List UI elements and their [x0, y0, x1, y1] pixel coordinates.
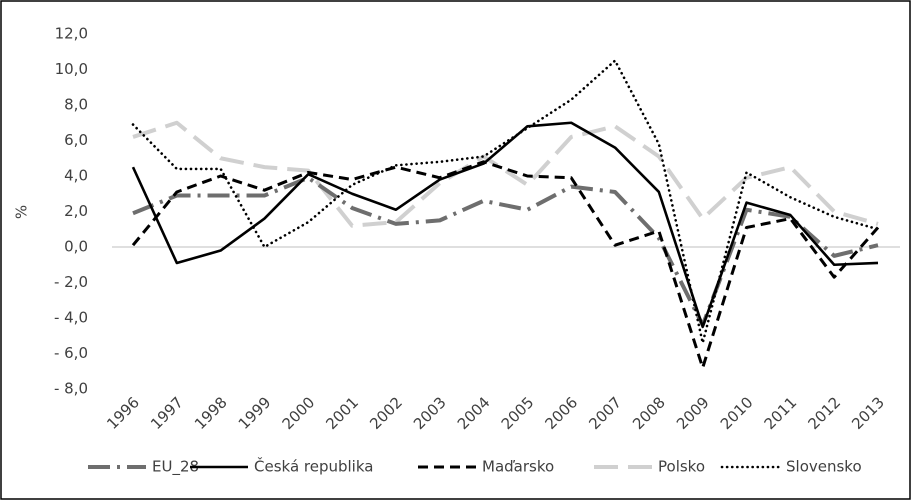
legend-label: Česká republika — [254, 457, 373, 476]
y-tick-label: 0,0 — [64, 238, 88, 256]
series-line — [131, 121, 879, 329]
legend-label: EU_28 — [152, 458, 199, 477]
legend-label: Slovensko — [786, 458, 862, 476]
y-tick-label: - 4,0 — [54, 309, 88, 327]
y-tick-label: 6,0 — [64, 131, 88, 149]
y-tick-label: 2,0 — [64, 202, 88, 220]
legend-label: Polsko — [658, 458, 705, 476]
y-tick-label: - 2,0 — [54, 273, 88, 291]
y-tick-label: 10,0 — [55, 60, 88, 78]
y-axis-title: % — [13, 205, 31, 219]
y-tick-label: - 8,0 — [54, 380, 88, 398]
series-line — [131, 160, 880, 370]
y-tick-label: - 6,0 — [54, 344, 88, 362]
y-tick-label: 8,0 — [64, 96, 88, 114]
series-line — [132, 175, 879, 328]
y-tick-label: 12,0 — [55, 25, 88, 43]
y-tick-label: 4,0 — [64, 167, 88, 185]
legend-label: Maďarsko — [482, 458, 554, 476]
series-line — [131, 59, 880, 345]
series-line — [132, 120, 879, 228]
